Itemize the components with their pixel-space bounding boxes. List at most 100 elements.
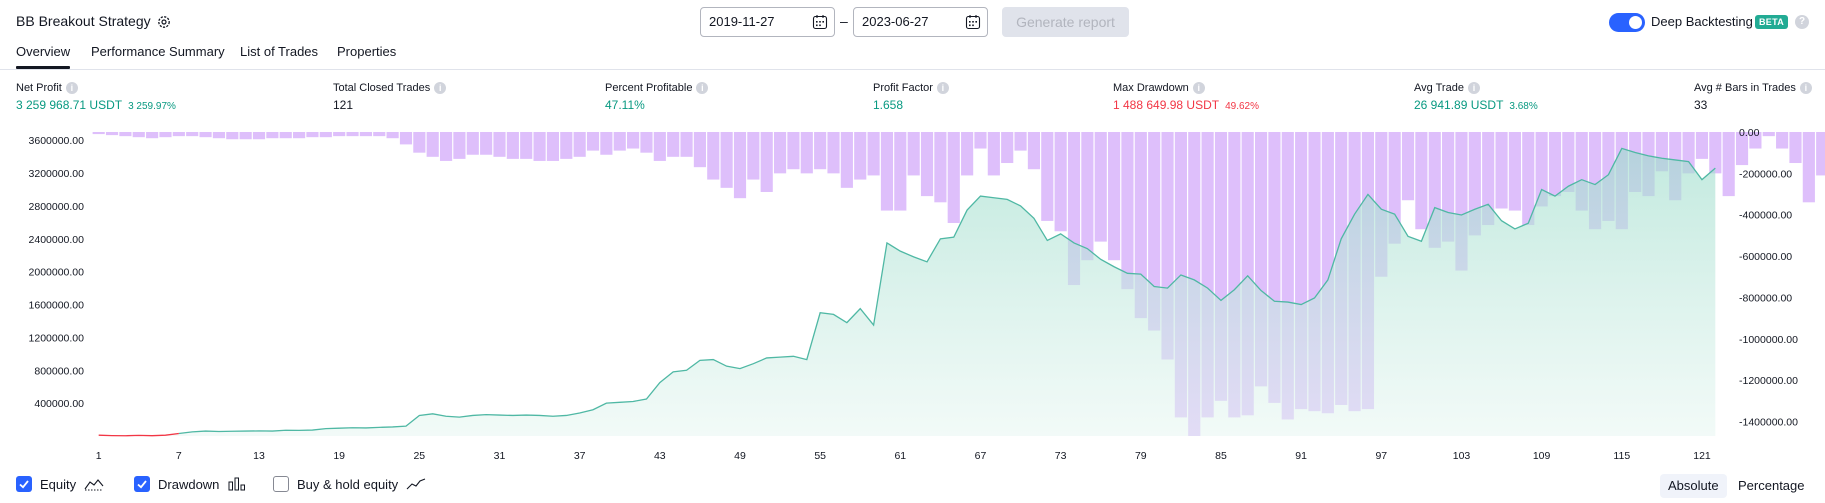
drawdown-bar [854, 132, 867, 180]
date-from-value: 2019-11-27 [709, 14, 775, 29]
drawdown-bar [1802, 132, 1815, 203]
drawdown-bar [226, 132, 239, 140]
percent-profitable-value: 47.11% [605, 98, 645, 112]
tab-performance-summary[interactable]: Performance Summary [91, 44, 225, 59]
x-axis-tick: 49 [734, 450, 746, 462]
deep-backtesting-toggle[interactable] [1609, 13, 1645, 32]
drawdown-bar [1508, 132, 1521, 211]
x-axis-tick: 103 [1453, 450, 1471, 462]
drawdown-bar [119, 132, 132, 137]
equity-drawdown-chart[interactable]: 3600000.00 3200000.00 2800000.00 2400000.00… [0, 122, 1825, 472]
buyhold-checkbox[interactable] [273, 476, 289, 492]
legend-equity[interactable]: Equity [16, 476, 104, 492]
metric-label: Total Closed Trades [333, 82, 431, 94]
drawdown-bar [1495, 132, 1508, 209]
drawdown-bar [506, 132, 519, 159]
drawdown-bar [867, 132, 880, 176]
drawdown-bar [1001, 132, 1014, 164]
info-icon[interactable]: i [434, 82, 447, 94]
info-icon[interactable]: i [696, 82, 709, 94]
y-axis-left-tick: 2000000.00 [29, 267, 85, 279]
legend-buyhold[interactable]: Buy & hold equity [273, 476, 426, 492]
info-icon[interactable]: i [65, 82, 78, 94]
drawdown-bar [1134, 132, 1147, 319]
generate-report-button[interactable]: Generate report [1002, 7, 1129, 37]
net-profit-unit: USDT [89, 98, 123, 112]
date-from-field[interactable]: 2019-11-27 [700, 7, 835, 37]
drawdown-bar [760, 132, 773, 192]
drawdown-bar [346, 132, 359, 137]
equity-checkbox[interactable] [16, 476, 32, 492]
drawdown-bar [1722, 132, 1735, 197]
tab-list-of-trades[interactable]: List of Trades [240, 44, 319, 59]
drawdown-bar [159, 132, 172, 138]
legend-drawdown[interactable]: Drawdown [134, 476, 247, 492]
drawdown-bar [1014, 132, 1027, 151]
date-to-field[interactable]: 2023-06-27 [853, 7, 988, 37]
drawdown-bar [212, 132, 226, 139]
info-icon[interactable]: i [936, 82, 949, 94]
drawdown-bar [693, 132, 706, 168]
drawdown-bar [1735, 132, 1749, 166]
drawdown-bar [1562, 132, 1575, 192]
calendar-icon[interactable] [812, 14, 828, 30]
avg-trade-unit: USDT [1470, 98, 1504, 112]
drawdown-bar [560, 132, 573, 159]
gear-icon[interactable] [156, 14, 172, 30]
drawdown-bar [894, 132, 907, 211]
drawdown-bar [880, 132, 894, 211]
x-axis-tick: 85 [1215, 450, 1227, 462]
net-profit-value: 3 259 968.71 [16, 98, 87, 112]
drawdown-bar [747, 132, 760, 180]
max-drawdown-unit: USDT [1186, 98, 1220, 112]
drawdown-bar [319, 132, 332, 138]
drawdown-bar [720, 132, 733, 188]
x-axis-tick: 37 [574, 450, 586, 462]
info-icon[interactable]: i [1192, 82, 1205, 94]
x-axis-tick: 55 [814, 450, 826, 462]
drawdown-bar [239, 132, 252, 140]
drawdown-bar [92, 132, 105, 135]
drawdown-bar [600, 132, 613, 155]
drawdown-bar [1081, 132, 1094, 261]
drawdown-bar [439, 132, 453, 161]
drawdown-bar [1148, 132, 1161, 331]
calendar-icon[interactable] [965, 14, 981, 30]
y-axis-left-tick: 3600000.00 [29, 135, 85, 147]
drawdown-bar [1776, 132, 1789, 149]
y-axis-right-tick: 0.00 [1739, 127, 1760, 139]
absolute-toggle[interactable]: Absolute [1660, 474, 1727, 498]
drawdown-bar [199, 132, 212, 138]
x-axis-tick: 115 [1613, 450, 1630, 462]
tab-overview[interactable]: Overview [16, 44, 71, 69]
help-icon[interactable]: ? [1795, 15, 1809, 29]
drawdown-bar [480, 132, 493, 155]
x-axis-tick: 109 [1533, 450, 1551, 462]
avg-bars-value: 33 [1694, 98, 1708, 112]
drawdown-bar [426, 132, 439, 157]
drawdown-checkbox[interactable] [134, 476, 150, 492]
drawdown-bar [653, 132, 666, 161]
drawdown-bar [186, 132, 199, 137]
y-axis-left-tick: 800000.00 [34, 365, 84, 377]
drawdown-bar [279, 132, 292, 139]
drawdown-bar [359, 132, 372, 137]
drawdown-bar [1548, 132, 1562, 197]
x-axis-tick: 31 [494, 450, 506, 462]
toggle-knob [1629, 16, 1642, 29]
check-icon [137, 480, 147, 489]
percentage-toggle[interactable]: Percentage [1738, 478, 1805, 493]
tab-properties[interactable]: Properties [337, 44, 397, 59]
equity-line-negative [98, 432, 179, 437]
drawdown-bar [987, 132, 1000, 176]
x-axis-tick: 73 [1055, 450, 1067, 462]
drawdown-bar [1121, 132, 1134, 290]
drawdown-bar [1749, 132, 1762, 149]
drawdown-bar [373, 132, 386, 137]
info-icon[interactable]: i [1799, 82, 1812, 94]
drawdown-bar [627, 132, 640, 149]
info-icon[interactable]: i [1467, 82, 1480, 94]
drawdown-bar [466, 132, 479, 155]
x-axis-tick: 97 [1375, 450, 1387, 462]
max-drawdown-value: 1 488 649.98 [1113, 98, 1184, 112]
